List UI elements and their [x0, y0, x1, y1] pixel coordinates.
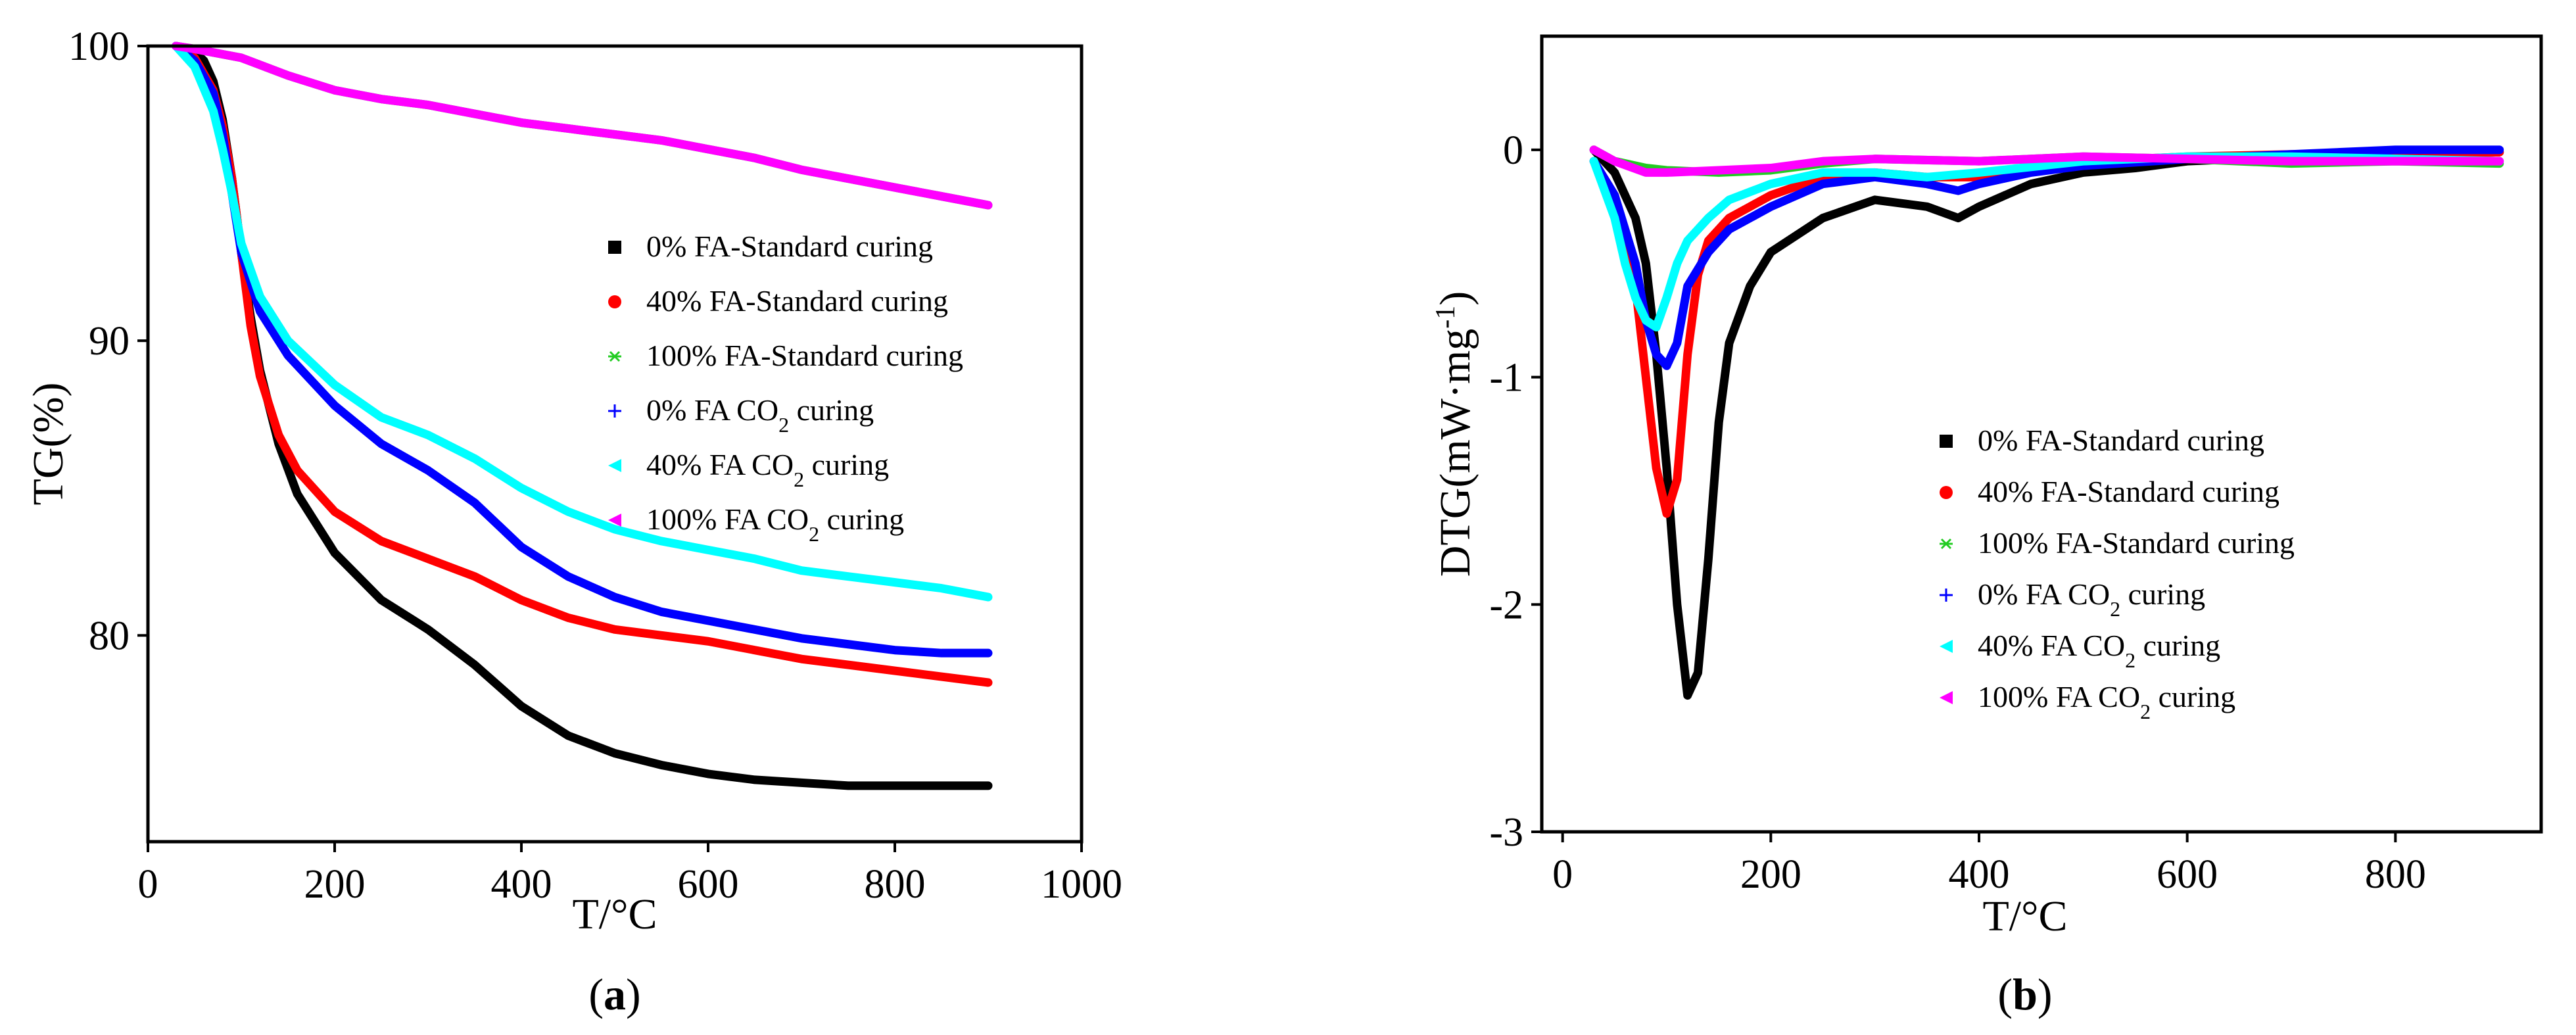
a-legend-label: 40% FA CO2 curing	[646, 448, 889, 491]
panel-b-caption: (b)	[1997, 969, 2052, 1019]
b-x-tick-label: 0	[1552, 852, 1573, 897]
b-x-tick-label: 600	[2157, 852, 2218, 897]
b-legend-item: 100% FA-Standard curing	[1940, 526, 2295, 560]
a-legend-marker-asterisk	[608, 350, 621, 362]
a-y-tick-label: 80	[89, 614, 130, 658]
panel-b-caption-letter: b	[2013, 969, 2038, 1019]
b-legend-label: 40% FA CO2 curing	[1978, 629, 2220, 672]
b-y-tick-label: -2	[1489, 583, 1523, 627]
a-series-line-40-fa-co2-curing	[172, 41, 993, 602]
a-series-line-100-fa-co2-curing	[172, 41, 993, 210]
b-legend-marker-plus	[1940, 589, 1953, 602]
b-x-tick-label: 800	[2365, 852, 2426, 897]
a-x-tick-label: 1000	[1041, 862, 1122, 907]
b-legend-label: 100% FA-Standard curing	[1978, 526, 2295, 560]
b-legend-marker-square	[1940, 435, 1953, 448]
a-legend-item: 0% FA CO2 curing	[608, 393, 874, 437]
a-y-tick-label: 100	[68, 24, 130, 69]
b-legend-label: 0% FA-Standard curing	[1978, 423, 2264, 457]
panel-a-y-axis-label: TG(%)	[24, 383, 72, 506]
b-legend-item: 40% FA-Standard curing	[1940, 475, 2279, 508]
a-x-tick-label: 800	[865, 862, 926, 907]
b-series-line-100-fa-co2-curing	[1589, 145, 2504, 177]
a-legend-item: 0% FA-Standard curing	[608, 229, 933, 263]
panel-b-legend: 0% FA-Standard curing 40% FA-Standard cur…	[1940, 423, 2295, 723]
a-legend-marker-left-triangle	[608, 459, 621, 472]
b-x-tick-label: 200	[1740, 852, 1801, 897]
b-x-tick-label: 400	[1949, 852, 2010, 897]
b-series-line-0-fa-standard-curing	[1589, 145, 2504, 700]
panel-b-dtg-chart: 0 200 400 600 800 -3 -2 -1 0 DTG(mW·mg-1) T/°C (…	[1431, 34, 2543, 1019]
panel-b-plot-frame	[1540, 34, 2543, 834]
panel-a-caption-letter: a	[604, 969, 626, 1019]
a-x-tick-label: 0	[138, 862, 158, 907]
b-y-tick-label: -1	[1489, 356, 1523, 400]
a-legend-marker-circle	[608, 295, 621, 308]
b-legend-item: 100% FA CO2 curing	[1940, 680, 2235, 723]
panel-a-legend: 0% FA-Standard curing 40% FA-Standard cur…	[608, 229, 963, 546]
a-x-tick-label: 400	[491, 862, 552, 907]
b-legend-item: 0% FA-Standard curing	[1940, 423, 2264, 457]
b-legend-marker-left-triangle	[1940, 691, 1953, 704]
a-y-tick-label: 90	[89, 319, 130, 364]
b-legend-item: 0% FA CO2 curing	[1940, 577, 2205, 621]
panel-b-y-axis-label: DTG(mW·mg-1)	[1431, 291, 1479, 577]
panel-a-plot-frame	[146, 44, 1084, 844]
a-legend-label: 100% FA CO2 curing	[646, 502, 904, 546]
panel-a-series-group	[172, 41, 993, 790]
a-legend-item: 100% FA-Standard curing	[608, 339, 963, 372]
a-legend-item: 40% FA CO2 curing	[608, 448, 889, 491]
b-legend-marker-left-triangle	[1940, 640, 1953, 653]
b-legend-label: 0% FA CO2 curing	[1978, 577, 2205, 621]
a-x-tick-label: 200	[304, 862, 366, 907]
a-legend-marker-plus	[608, 404, 621, 418]
panel-a-ticks: 0 200 400 600 800 1000 80 90 100	[68, 24, 1122, 907]
b-y-tick-label: -3	[1489, 810, 1523, 855]
b-legend-marker-asterisk	[1940, 538, 1953, 550]
panel-b-series-group	[1589, 145, 2504, 700]
a-legend-label: 0% FA-Standard curing	[646, 229, 933, 263]
panel-a-caption: (a)	[588, 969, 640, 1019]
panel-b-x-axis-label: T/°C	[1982, 892, 2067, 940]
panel-a-x-axis-label: T/°C	[572, 890, 657, 938]
a-x-tick-label: 600	[678, 862, 739, 907]
a-legend-label: 100% FA-Standard curing	[646, 339, 963, 372]
a-legend-label: 40% FA-Standard curing	[646, 284, 948, 318]
b-legend-item: 40% FA CO2 curing	[1940, 629, 2220, 672]
b-y-tick-label: 0	[1503, 128, 1523, 173]
a-legend-item: 40% FA-Standard curing	[608, 284, 948, 318]
b-legend-marker-circle	[1940, 486, 1953, 499]
panel-b-ticks: 0 200 400 600 800 -3 -2 -1 0	[1489, 128, 2425, 897]
b-legend-label: 100% FA CO2 curing	[1978, 680, 2235, 723]
a-legend-marker-square	[608, 241, 621, 254]
a-legend-label: 0% FA CO2 curing	[646, 393, 874, 437]
a-legend-marker-left-triangle	[608, 514, 621, 527]
b-legend-label: 40% FA-Standard curing	[1978, 475, 2279, 508]
